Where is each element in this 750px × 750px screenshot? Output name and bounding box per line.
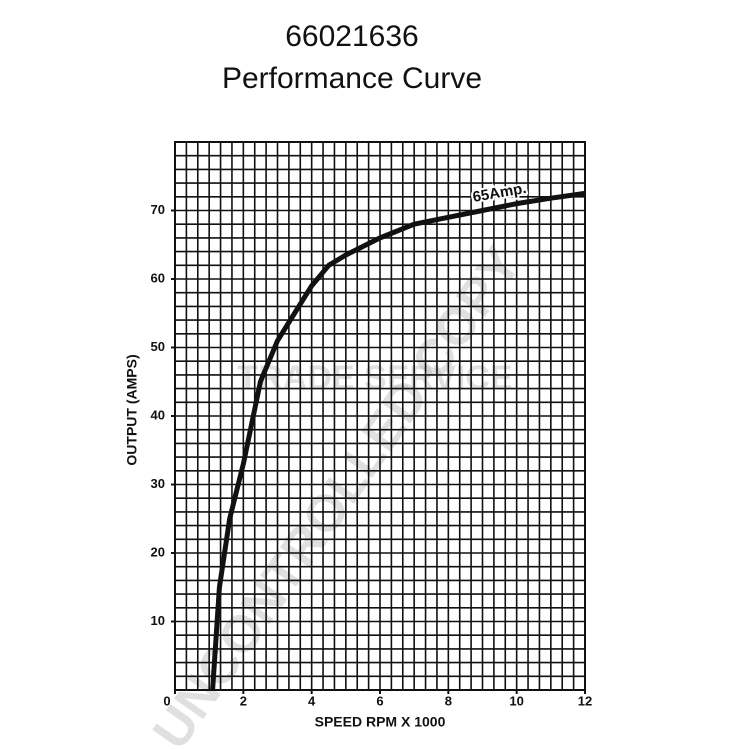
x-tick-label: 12 (578, 693, 592, 708)
y-tick-label: 60 (151, 270, 165, 285)
y-tick-label: 50 (151, 339, 165, 354)
x-tick-label: 0 (163, 693, 170, 708)
plot-frame (174, 141, 586, 691)
watermark: UNCONTROLLED COPY (142, 237, 533, 750)
x-axis-label: SPEED RPM X 1000 (315, 714, 446, 730)
x-tick-label: 10 (509, 693, 523, 708)
y-tick-label: 10 (151, 613, 165, 628)
chart-subtitle: Performance Curve (222, 62, 482, 95)
y-axis-label: OUTPUT (AMPS) (124, 354, 140, 465)
x-tick-label: 8 (445, 693, 452, 708)
x-tick-label: 4 (308, 693, 316, 708)
line-series (210, 190, 586, 691)
x-tick-label: 6 (376, 693, 383, 708)
y-tick-label: 70 (151, 202, 165, 217)
chart-title: 66021636 (285, 20, 418, 53)
watermark: TRADE SERVICE (237, 359, 512, 397)
y-tick-label: 40 (151, 407, 165, 422)
x-tick-label: 2 (240, 693, 247, 708)
y-tick-label: 30 (151, 476, 165, 491)
y-tick-label: 20 (151, 544, 165, 559)
